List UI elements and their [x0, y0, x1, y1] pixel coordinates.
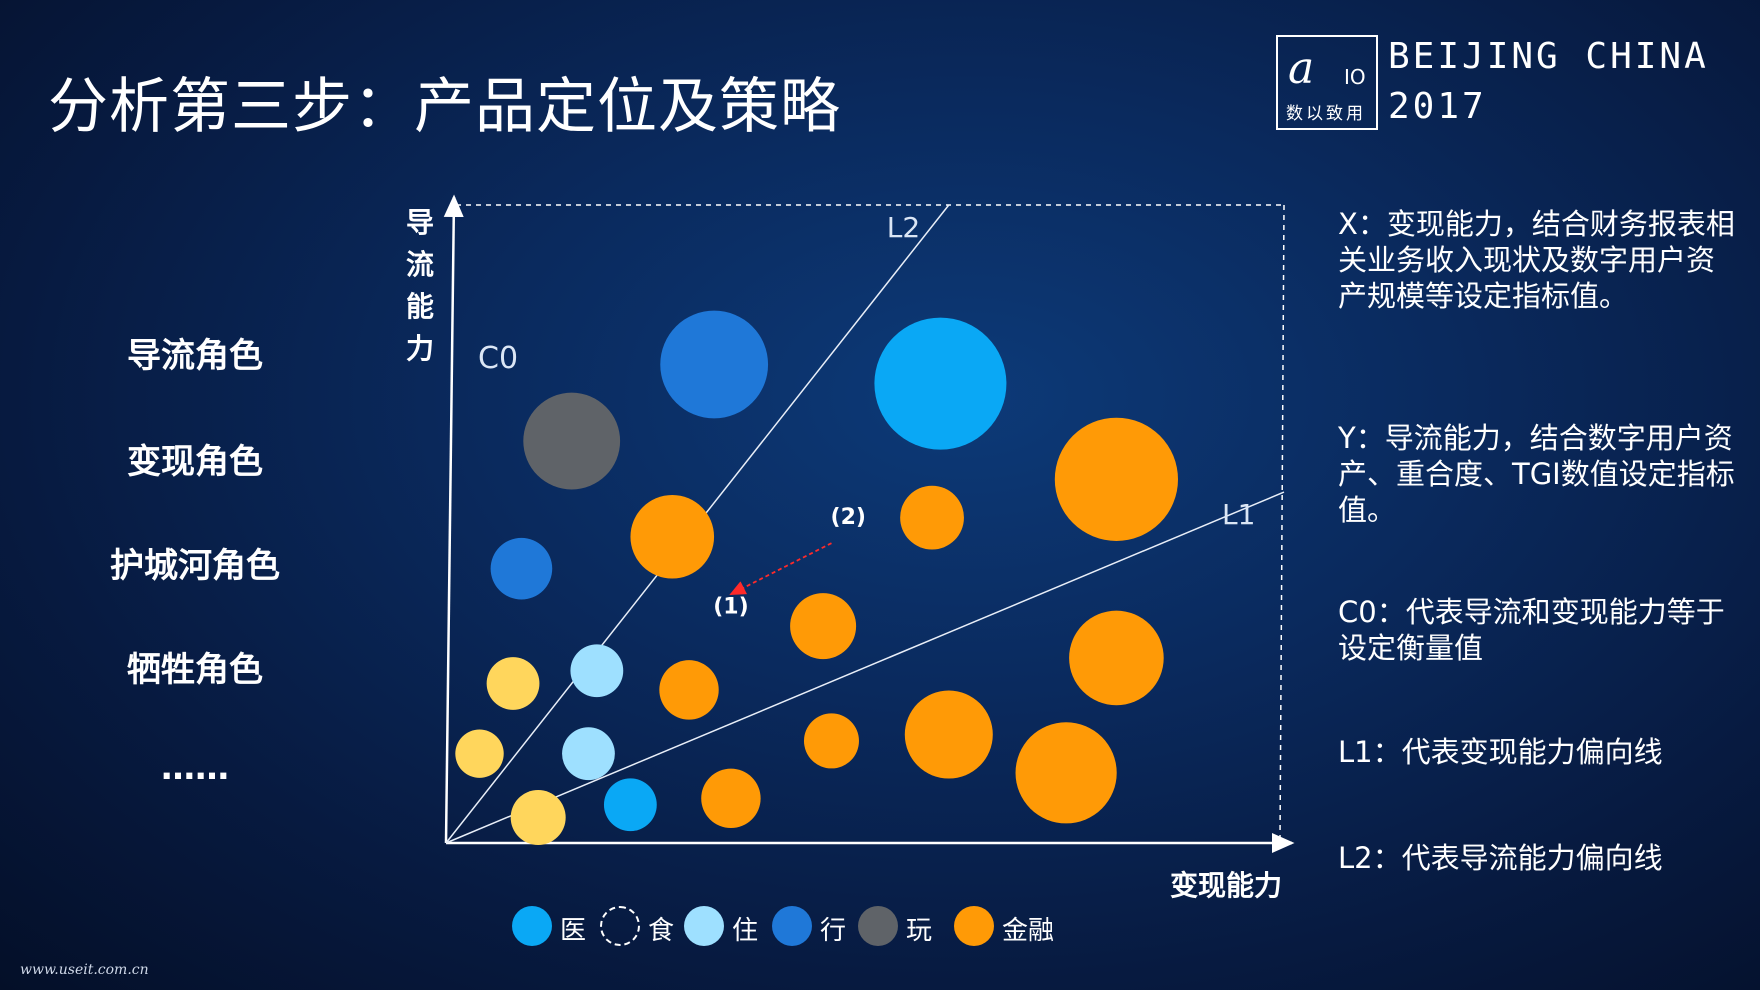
note-l2: L2：代表导流能力偏向线: [1338, 841, 1663, 875]
bubble-金融: [1054, 417, 1178, 541]
legend-label: 医: [560, 916, 587, 946]
note-c0: C0：代表导流和变现能力等于设定衡量值: [1338, 595, 1725, 665]
logo-mark: a: [1288, 43, 1315, 94]
frame-right: [1279, 204, 1285, 840]
bubble-金融: [790, 593, 857, 660]
watermark: www.useit.com.cn: [20, 962, 149, 978]
legend-label: 玩: [906, 916, 933, 946]
event-year: 2017: [1388, 86, 1487, 127]
logo-superscript: IO: [1344, 65, 1366, 89]
reference-line-label: L2: [887, 211, 920, 244]
legend-label: 行: [820, 916, 847, 946]
legend-swatch: [954, 906, 994, 946]
bubble-住: [562, 727, 615, 781]
legend-label: 住: [732, 916, 759, 946]
reference-line-label: L1: [1222, 498, 1255, 531]
role-item: ……: [161, 748, 229, 788]
note-l1: L1：代表变现能力偏向线: [1338, 735, 1663, 769]
bubble-医: [874, 317, 1007, 450]
legend-label: 金融: [1002, 916, 1055, 946]
annotation-label: (2): [831, 505, 866, 530]
bubble-行: [660, 310, 769, 419]
reference-line-l1: [445, 491, 1285, 844]
legend-swatch: [684, 906, 724, 946]
bubbles: [455, 310, 1178, 845]
slide-title: 分析第三步：产品定位及策略: [48, 72, 841, 142]
note-y: Y：导流能力，结合数字用户资产、重合度、TGI数值设定指标值。: [1338, 421, 1735, 527]
bubble-行: [490, 537, 553, 600]
bubble-金融: [630, 494, 715, 579]
bubble-金融: [1069, 610, 1164, 706]
plot-frame: [443, 194, 1295, 853]
bubble-食: [455, 729, 504, 778]
role-item: 牺牲角色: [127, 650, 263, 690]
bubble-医: [603, 778, 657, 832]
role-item: 导流角色: [127, 336, 263, 376]
shift-arrow: [729, 542, 832, 595]
bubble-金融: [900, 485, 964, 550]
bubble-金融: [803, 713, 859, 769]
logo: a IO 数以致用: [1276, 35, 1378, 130]
legend-swatch: [600, 906, 640, 946]
bubble-食: [486, 657, 540, 710]
bubble-金融: [701, 768, 761, 829]
legend-swatch: [512, 906, 552, 946]
bubble-金融: [659, 660, 719, 720]
bubble-食: [510, 789, 566, 845]
legend-swatch: [858, 906, 898, 946]
y-axis: [443, 194, 464, 844]
bubble-金融: [904, 690, 993, 779]
annotations: (1) (2): [713, 505, 866, 619]
legend-swatch: [772, 906, 812, 946]
note-x: X：变现能力，结合财务报表相关业务收入现状及数字用户资产规模等设定指标值。: [1338, 207, 1735, 313]
event-location: BEIJING CHINA: [1388, 36, 1709, 77]
bubble-玩: [523, 392, 621, 490]
bubble-金融: [1015, 722, 1117, 824]
role-item: 护城河角色: [110, 546, 280, 586]
c0-label: C0: [478, 341, 518, 376]
role-item: 变现角色: [127, 442, 263, 482]
x-axis-label: 变现能力: [1170, 869, 1282, 902]
logo-chinese-text: 数以致用: [1286, 104, 1366, 124]
bubble-住: [570, 644, 624, 698]
annotation-label: (1): [713, 594, 748, 619]
legend-label: 食: [648, 916, 675, 946]
y-axis-label: 导流能力: [406, 206, 434, 365]
